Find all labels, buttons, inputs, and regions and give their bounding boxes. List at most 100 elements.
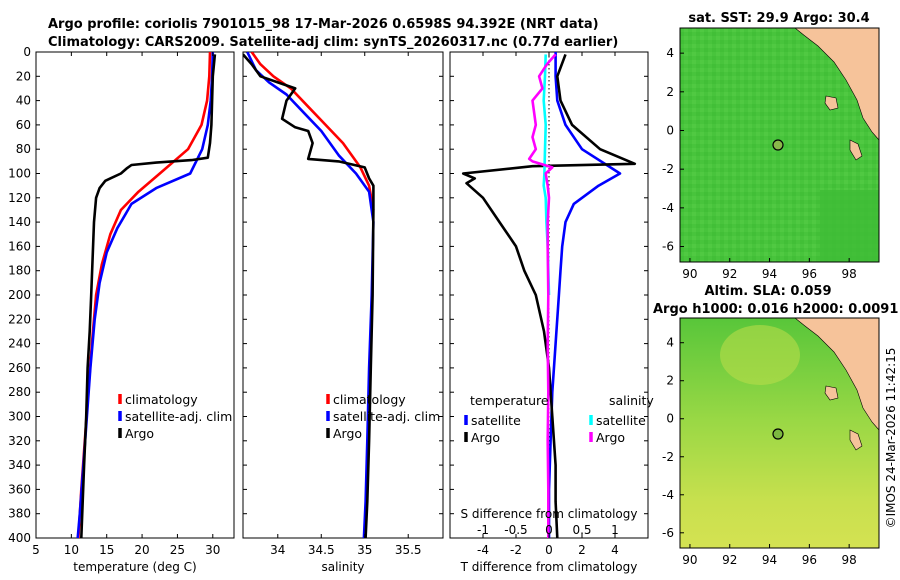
- difference-lines: [461, 52, 637, 538]
- sst-map-ytick-label: -2: [662, 162, 674, 176]
- difference-legend-temp-label: Argo: [471, 430, 500, 445]
- temperature-ytick-label: 40: [16, 94, 31, 108]
- sst-map-ytick-label: -4: [662, 201, 674, 215]
- difference-xtick-label: -2: [510, 543, 522, 557]
- difference-top-tick-label: 0: [545, 523, 553, 537]
- sla-map-ytick-label: 0: [666, 412, 674, 426]
- salinity-xlabel: salinity: [321, 560, 364, 574]
- salinity-xtick-label: 34.5: [308, 543, 335, 557]
- sst-map-ytick-label: 2: [666, 85, 674, 99]
- difference-legend-sal-label: satellite: [596, 413, 646, 428]
- temperature-legend-label: climatology: [125, 392, 198, 407]
- sst-land: [794, 28, 879, 141]
- salinity-lines: [243, 52, 375, 538]
- temperature-xtick-label: 20: [134, 543, 149, 557]
- sst-map-panel: sat. SST: 29.9 Argo: 30.4 90 92 94 96 98 -6 -4…: [662, 11, 880, 281]
- difference-xlabel-top: S difference from climatology: [461, 507, 638, 521]
- difference-top-tick-label: 0.5: [572, 523, 591, 537]
- difference-xlabel: T difference from climatology: [460, 560, 638, 574]
- difference-xtick-label: 4: [611, 543, 619, 557]
- difference-legend: temperature salinity satellite Argo satellit…: [464, 393, 654, 445]
- sla-map-ticks: 90 92 94 96 98 -6 -4 -2 0 2 4: [662, 336, 857, 567]
- temperature-axes-box: [35, 51, 235, 539]
- temperature-xtick-label: 10: [64, 543, 79, 557]
- temperature-ytick-label: 220: [8, 312, 31, 326]
- difference-panel: -4 -2 0 2 4 -1 -0.5 0 0.5 1 T difference from cli…: [449, 51, 654, 574]
- sla-map-frame: [679, 317, 880, 549]
- sla-map-ytick-label: 4: [666, 336, 674, 350]
- difference-legend-sal-label: Argo: [596, 430, 625, 445]
- temperature-xtick-label: 30: [205, 543, 220, 557]
- sst-map-ytick-label: -6: [662, 240, 674, 254]
- temperature-legend: climatology satellite-adj. clim Argo: [118, 392, 232, 441]
- salinity-series-satellite-adj-clim: [246, 52, 375, 538]
- salinity-series-argo: [243, 53, 375, 538]
- sla-map-ytick-label: 2: [666, 374, 674, 388]
- difference-xtick-label: 2: [578, 543, 586, 557]
- sst-map-title: sat. SST: 29.9 Argo: 30.4: [688, 11, 869, 26]
- difference-legend-sal-heading: salinity: [609, 393, 654, 408]
- difference-series-argo-salinity-: [527, 53, 557, 538]
- temperature-ytick-label: 260: [8, 361, 31, 375]
- temperature-lines: [76, 52, 217, 538]
- salinity-legend: climatology satellite-adj. clim Argo: [326, 392, 440, 441]
- temperature-xtick-label: 15: [99, 543, 114, 557]
- salinity-legend-label: climatology: [333, 392, 406, 407]
- sla-island-1: [824, 385, 839, 401]
- temperature-ytick-label: 80: [16, 142, 31, 156]
- imos-watermark: ©IMOS 24-Mar-2026 11:42:15: [884, 348, 898, 529]
- temperature-ytick-label: 180: [8, 264, 31, 278]
- salinity-xtick-label: 34: [270, 543, 285, 557]
- temperature-ytick-label: 240: [8, 337, 31, 351]
- sla-map-xtick-label: 94: [762, 553, 777, 567]
- temperature-legend-label: Argo: [125, 426, 154, 441]
- difference-xtick-label: 0: [545, 543, 553, 557]
- salinity-axes-box: [242, 51, 444, 539]
- temperature-ytick-label: 380: [8, 507, 31, 521]
- sst-map-xtick-label: 92: [722, 267, 737, 281]
- difference-top-tick-label: -0.5: [504, 523, 527, 537]
- temperature-ytick-label: 20: [16, 69, 31, 83]
- temperature-ytick-label: 200: [8, 288, 31, 302]
- sst-map-xtick-label: 96: [802, 267, 817, 281]
- temperature-ticks: 5 10 15 20 25 3002040608010012014016018020022…: [8, 45, 220, 557]
- salinity-legend-label: Argo: [333, 426, 362, 441]
- sst-map-xtick-label: 94: [762, 267, 777, 281]
- sla-map-xtick-label: 98: [842, 553, 857, 567]
- sst-map-frame: [679, 27, 880, 263]
- temperature-ytick-label: 320: [8, 434, 31, 448]
- sla-map-xtick-label: 96: [802, 553, 817, 567]
- temperature-ytick-label: 340: [8, 458, 31, 472]
- sla-map-ytick-label: -2: [662, 450, 674, 464]
- sla-map-ytick-label: -4: [662, 488, 674, 502]
- salinity-ticks: 34 34.5 35 35.5: [243, 51, 443, 557]
- salinity-xtick-label: 35: [357, 543, 372, 557]
- temperature-xlabel: temperature (deg C): [73, 560, 196, 574]
- temperature-ytick-label: 280: [8, 385, 31, 399]
- sst-island-2: [849, 139, 863, 161]
- temperature-ytick-label: 160: [8, 239, 31, 253]
- sla-land: [794, 318, 879, 431]
- sst-map-ticks: 90 92 94 96 98 -6 -4 -2 0 2 4: [662, 46, 857, 281]
- sla-map-panel: Altim. SLA: 0.059 Argo h1000: 0.016 h200…: [653, 284, 898, 567]
- temperature-ytick-label: 140: [8, 215, 31, 229]
- difference-xtick-label: -4: [477, 543, 489, 557]
- difference-ticks: -4 -2 0 2 4 -1 -0.5 0 0.5 1: [450, 51, 648, 557]
- sst-cool-patch: [820, 190, 879, 262]
- difference-legend-temp-heading: temperature: [470, 393, 549, 408]
- salinity-panel: 34 34.5 35 35.5 salinity climatology satelli…: [242, 51, 444, 574]
- temperature-ytick-label: 120: [8, 191, 31, 205]
- temperature-panel: 5 10 15 20 25 3002040608010012014016018020022…: [8, 45, 235, 574]
- difference-legend-temp-label: satellite: [471, 413, 521, 428]
- temperature-ytick-label: 300: [8, 410, 31, 424]
- salinity-xtick-label: 35.5: [395, 543, 422, 557]
- temperature-series-argo: [80, 54, 217, 538]
- figure-title-line1: Argo profile: coriolis 7901015_98 17-Mar…: [48, 17, 599, 32]
- salinity-legend-label: satellite-adj. clim: [333, 409, 440, 424]
- sst-argo-marker: [772, 139, 784, 151]
- temperature-ytick-label: 360: [8, 482, 31, 496]
- sla-map-ytick-label: -6: [662, 526, 674, 540]
- sla-map-title-line1: Altim. SLA: 0.059: [705, 284, 832, 299]
- temperature-xtick-label: 5: [32, 543, 40, 557]
